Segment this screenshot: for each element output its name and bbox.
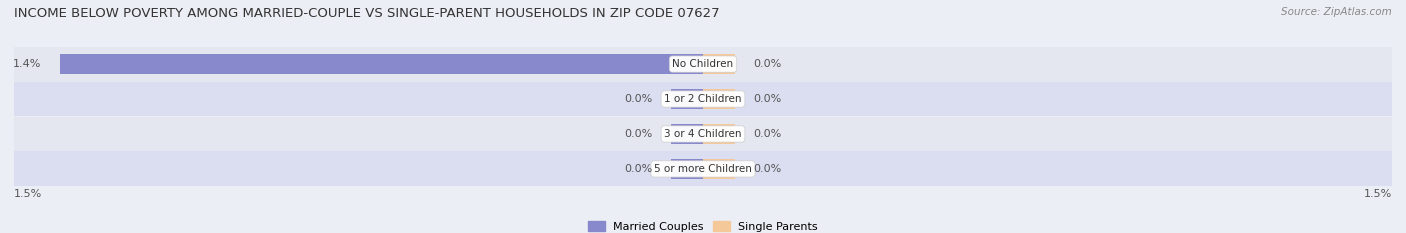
Text: 0.0%: 0.0%	[624, 129, 652, 139]
Bar	[14, 47, 1392, 82]
Text: 5 or more Children: 5 or more Children	[654, 164, 752, 174]
Text: 1.5%: 1.5%	[1364, 189, 1392, 199]
Bar	[60, 55, 703, 74]
Text: 0.0%: 0.0%	[624, 164, 652, 174]
Text: 0.0%: 0.0%	[754, 94, 782, 104]
Bar	[14, 151, 1392, 186]
Bar	[671, 124, 703, 144]
Legend: Married Couples, Single Parents: Married Couples, Single Parents	[586, 219, 820, 233]
Bar	[14, 116, 1392, 151]
Text: 0.0%: 0.0%	[754, 59, 782, 69]
Text: 1 or 2 Children: 1 or 2 Children	[664, 94, 742, 104]
Bar	[703, 159, 735, 178]
Bar	[671, 89, 703, 109]
Bar	[703, 55, 735, 74]
Bar	[703, 89, 735, 109]
Text: No Children: No Children	[672, 59, 734, 69]
Text: 1.5%: 1.5%	[14, 189, 42, 199]
Text: 0.0%: 0.0%	[754, 129, 782, 139]
Text: Source: ZipAtlas.com: Source: ZipAtlas.com	[1281, 7, 1392, 17]
Text: 0.0%: 0.0%	[624, 94, 652, 104]
Text: 1.4%: 1.4%	[13, 59, 42, 69]
Text: 0.0%: 0.0%	[754, 164, 782, 174]
Text: INCOME BELOW POVERTY AMONG MARRIED-COUPLE VS SINGLE-PARENT HOUSEHOLDS IN ZIP COD: INCOME BELOW POVERTY AMONG MARRIED-COUPL…	[14, 7, 720, 20]
Bar	[671, 159, 703, 178]
Bar	[703, 124, 735, 144]
Text: 3 or 4 Children: 3 or 4 Children	[664, 129, 742, 139]
Bar	[14, 82, 1392, 116]
